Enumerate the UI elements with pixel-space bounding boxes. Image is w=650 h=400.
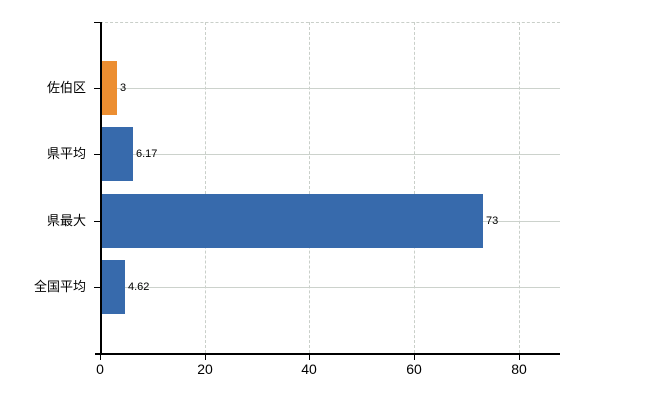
category-label: 全国平均 [33, 279, 86, 294]
y-gridline [100, 88, 560, 89]
x-gridline [205, 22, 206, 353]
bar [101, 260, 125, 314]
x-tick-label: 0 [96, 361, 104, 377]
x-axis-tick [519, 353, 520, 360]
x-axis-tick [414, 353, 415, 360]
bar [101, 127, 133, 181]
x-gridline [519, 22, 520, 353]
x-axis-tick [205, 353, 206, 360]
bar-value-label: 4.62 [128, 281, 150, 293]
plot-top-gridline [100, 22, 560, 23]
x-axis-tick [100, 353, 101, 360]
y-axis-tick [94, 154, 100, 155]
y-gridline [100, 154, 560, 155]
category-label: 県平均 [46, 146, 86, 161]
y-gridline [100, 287, 560, 288]
x-axis [95, 353, 560, 355]
bar-value-label: 6.17 [136, 148, 158, 160]
y-axis-tick [94, 287, 100, 288]
x-tick-label: 20 [197, 361, 213, 377]
y-axis-tick [94, 88, 100, 89]
category-label: 県最大 [46, 213, 86, 228]
y-axis [100, 22, 102, 354]
x-tick-label: 80 [511, 361, 527, 377]
x-axis-tick [309, 353, 310, 360]
x-gridline [309, 22, 310, 353]
bar [101, 194, 483, 248]
x-tick-label: 60 [406, 361, 422, 377]
bar-value-label: 73 [486, 215, 499, 227]
category-label: 佐伯区 [46, 80, 86, 95]
y-axis-top-tick [94, 22, 100, 23]
bar-value-label: 3 [120, 82, 127, 94]
x-gridline [414, 22, 415, 353]
bar [101, 61, 117, 115]
y-axis-tick [94, 221, 100, 222]
x-tick-label: 40 [301, 361, 317, 377]
